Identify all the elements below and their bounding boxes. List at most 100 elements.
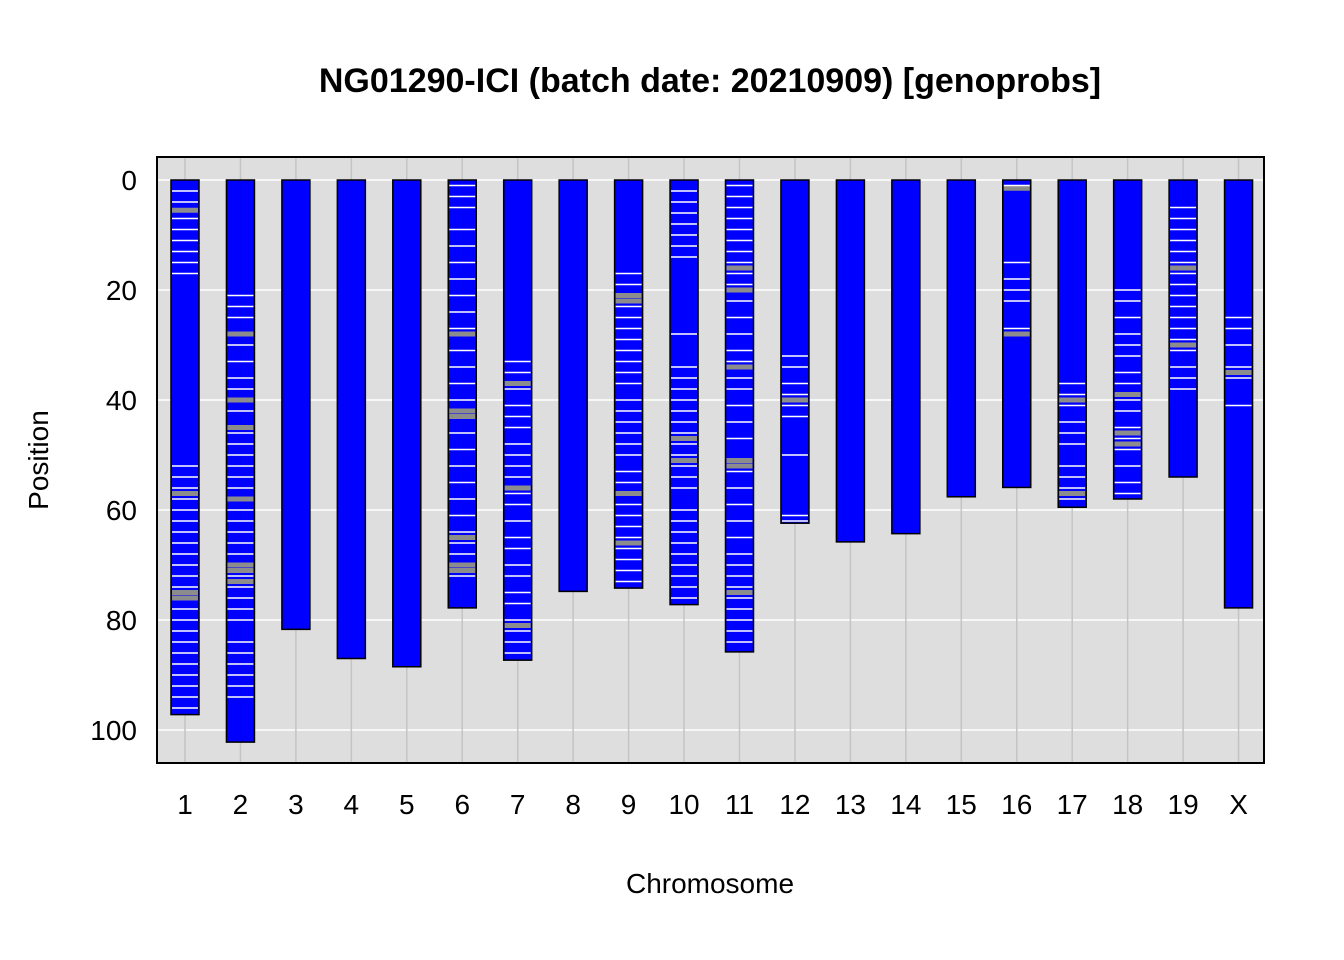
gray-marker [172,590,198,595]
chromosome-bar-group [225,179,256,743]
chromosome-bar-group [613,179,644,589]
chromosome-bar-group [891,179,921,535]
gray-marker [227,496,254,502]
chromosome-bar-group [281,179,311,631]
gray-marker [1170,342,1197,348]
chromosome-bar [502,179,533,661]
gray-marker [1114,441,1141,447]
x-tick-label: 2 [233,789,249,820]
gray-marker [449,562,476,568]
y-axis-title: Position [23,410,54,510]
gray-marker [1114,430,1141,436]
chromosome-bar-group [780,179,810,524]
x-tick-label: 11 [725,789,754,820]
chromosome-bar-group [1057,179,1087,508]
chromosome-bar [780,179,810,524]
chromosome-bar [225,179,256,743]
x-tick-label: 17 [1057,789,1088,820]
chromosome-bar [1112,179,1143,500]
x-tick-label: 13 [835,789,866,820]
chromosome-bar [891,179,921,535]
chromosome-bar [281,179,311,631]
chromosome-bar [392,179,422,668]
x-tick-label: 19 [1168,789,1199,820]
chromosome-bar [170,179,200,716]
x-tick-label: 9 [621,789,637,820]
gray-marker [615,540,642,546]
gray-marker [227,562,254,568]
gray-marker [615,491,642,496]
x-tick-label: 10 [668,789,699,820]
chromosome-bar-group [835,179,866,543]
x-tick-label: 14 [890,789,921,820]
gray-marker [615,293,642,298]
gray-marker [504,485,531,491]
gray-marker [1059,491,1086,496]
x-tick-label: 16 [1001,789,1032,820]
gray-marker [227,425,254,430]
chromosome-bar-group [669,179,699,606]
x-tick-label: 15 [946,789,977,820]
gray-marker [449,568,476,573]
gray-marker [1225,370,1252,375]
y-tick-label: 20 [106,275,137,306]
chromosome-bar [669,179,699,606]
gray-marker [227,397,254,403]
gray-marker [671,458,698,463]
x-tick-label: 8 [565,789,581,820]
chromosome-bar-group [170,179,200,716]
gray-marker [172,207,198,213]
chromosome-bar-group [1223,179,1254,609]
chromosome-bar [835,179,866,543]
x-axis-title: Chromosome [626,868,794,899]
gray-marker [449,414,476,419]
x-tick-label: 4 [344,789,360,820]
gray-marker [726,265,753,271]
gray-marker [227,568,254,573]
gray-marker [726,287,753,293]
x-tick-label: 7 [510,789,526,820]
chromosome-bar-group [392,179,422,668]
gray-marker [172,595,198,601]
chromosome-bars [170,179,1254,743]
x-tick-label: 5 [399,789,415,820]
gray-marker [1003,185,1030,191]
gray-marker [726,458,753,463]
gray-marker [671,436,698,441]
gray-marker [781,397,808,403]
chart-title: NG01290-ICI (batch date: 20210909) [geno… [319,62,1101,100]
chromosome-bar-group [336,179,367,660]
chromosome-bar [1223,179,1254,609]
chromosome-bar [558,179,588,593]
x-tick-label: X [1229,789,1248,820]
y-tick-label: 60 [106,495,137,526]
plot-panel [157,157,1264,763]
chromosome-bar [724,179,755,653]
chromosome-bar-group [1168,179,1198,478]
gray-marker [1114,392,1141,397]
gray-marker [449,408,476,414]
y-tick-label: 100 [90,715,137,746]
x-tick-label: 3 [288,789,304,820]
gray-marker [227,579,254,584]
chromosome-bar-group [724,179,755,653]
gray-marker [726,463,753,469]
x-tick-labels: 1 2 3 4 5 6 7 8 9 10 11 12 13 14 15 16 17 18 19 X [177,789,1248,820]
chromosome-bar-group [1112,179,1143,500]
chromosome-bar [1057,179,1087,508]
gray-marker [449,331,476,337]
y-tick-label: 80 [106,605,137,636]
gray-marker [504,381,531,386]
y-tick-labels: 0 20 40 60 80 100 [90,165,137,746]
gray-marker [227,331,254,337]
x-tick-label: 1 [177,789,193,820]
gray-marker [726,590,753,595]
gray-marker [726,364,753,370]
chromosome-bar [447,179,477,609]
gray-marker [504,623,531,628]
y-tick-label: 0 [121,165,137,196]
plot-frame [156,156,1265,764]
chromosome-bar [946,179,977,498]
gray-marker [449,535,476,540]
